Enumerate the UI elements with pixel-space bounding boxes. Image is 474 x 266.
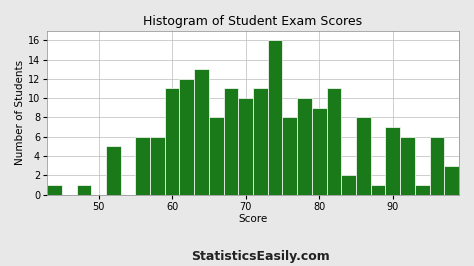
Bar bbox=[180, 79, 194, 195]
Bar bbox=[76, 185, 91, 195]
Bar bbox=[194, 69, 209, 195]
Bar bbox=[238, 98, 253, 195]
Bar bbox=[224, 89, 238, 195]
Bar bbox=[444, 166, 459, 195]
Bar bbox=[253, 89, 268, 195]
Bar bbox=[47, 185, 62, 195]
Title: Histogram of Student Exam Scores: Histogram of Student Exam Scores bbox=[144, 15, 363, 28]
Bar bbox=[429, 137, 444, 195]
Bar bbox=[341, 175, 356, 195]
X-axis label: Score: Score bbox=[238, 214, 268, 225]
Bar bbox=[136, 137, 150, 195]
Bar bbox=[268, 40, 283, 195]
Bar bbox=[209, 118, 224, 195]
Bar bbox=[283, 118, 297, 195]
Bar bbox=[165, 89, 180, 195]
Bar bbox=[312, 108, 327, 195]
Bar bbox=[371, 185, 385, 195]
Bar bbox=[400, 137, 415, 195]
Bar bbox=[297, 98, 312, 195]
Bar bbox=[327, 89, 341, 195]
Bar bbox=[106, 146, 121, 195]
Y-axis label: Number of Students: Number of Students bbox=[15, 60, 25, 165]
Bar bbox=[356, 118, 371, 195]
Bar bbox=[150, 137, 165, 195]
Bar bbox=[385, 127, 400, 195]
Bar bbox=[415, 185, 429, 195]
Text: StatisticsEasily.com: StatisticsEasily.com bbox=[191, 250, 330, 263]
